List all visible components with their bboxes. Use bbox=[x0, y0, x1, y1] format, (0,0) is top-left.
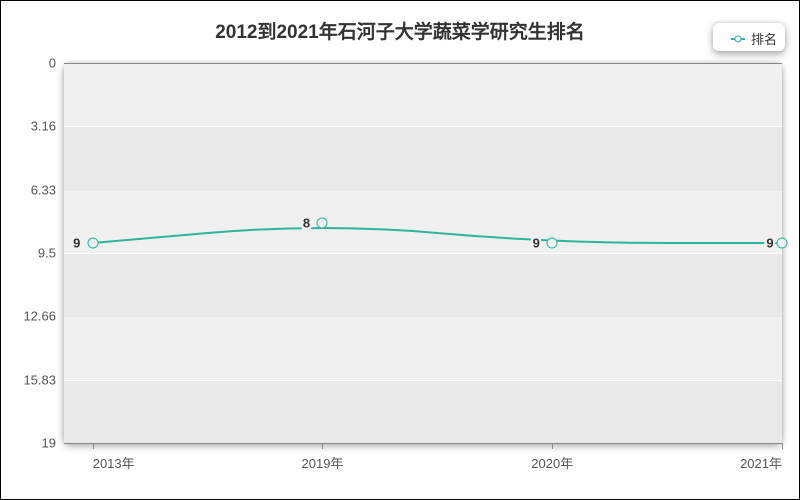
y-axis-label: 12.66 bbox=[23, 309, 64, 324]
chart-container: 2012到2021年石河子大学蔬菜学研究生排名 排名 03.166.339.51… bbox=[0, 0, 800, 500]
legend-label: 排名 bbox=[751, 29, 777, 48]
grid-line bbox=[64, 316, 782, 317]
x-axis-label: 2019年 bbox=[302, 443, 344, 472]
grid-line bbox=[64, 190, 782, 191]
data-marker bbox=[777, 238, 788, 249]
chart-title: 2012到2021年石河子大学蔬菜学研究生排名 bbox=[1, 17, 799, 44]
legend-marker-icon bbox=[731, 38, 745, 40]
x-axis-label: 2020年 bbox=[531, 443, 573, 472]
y-axis-label: 6.33 bbox=[31, 182, 64, 197]
y-axis-label: 3.16 bbox=[31, 119, 64, 134]
grid-line bbox=[64, 126, 782, 127]
y-axis-label: 15.83 bbox=[23, 372, 64, 387]
y-axis-label: 19 bbox=[42, 436, 64, 451]
legend: 排名 bbox=[731, 29, 777, 48]
series-line bbox=[93, 228, 782, 243]
data-marker bbox=[317, 218, 328, 229]
x-axis-line bbox=[64, 443, 782, 444]
y-axis-label: 0 bbox=[49, 56, 64, 71]
x-tick bbox=[782, 443, 783, 449]
grid-line bbox=[64, 380, 782, 381]
grid-line bbox=[64, 253, 782, 254]
x-axis-label: 2013年 bbox=[93, 443, 135, 472]
y-axis-label: 9.5 bbox=[38, 246, 64, 261]
x-axis-label: 2021年 bbox=[740, 443, 782, 472]
data-marker bbox=[547, 238, 558, 249]
plot-area: 03.166.339.512.6615.83192013年2019年2020年2… bbox=[64, 63, 782, 443]
grid-line bbox=[64, 63, 782, 64]
data-marker bbox=[87, 238, 98, 249]
